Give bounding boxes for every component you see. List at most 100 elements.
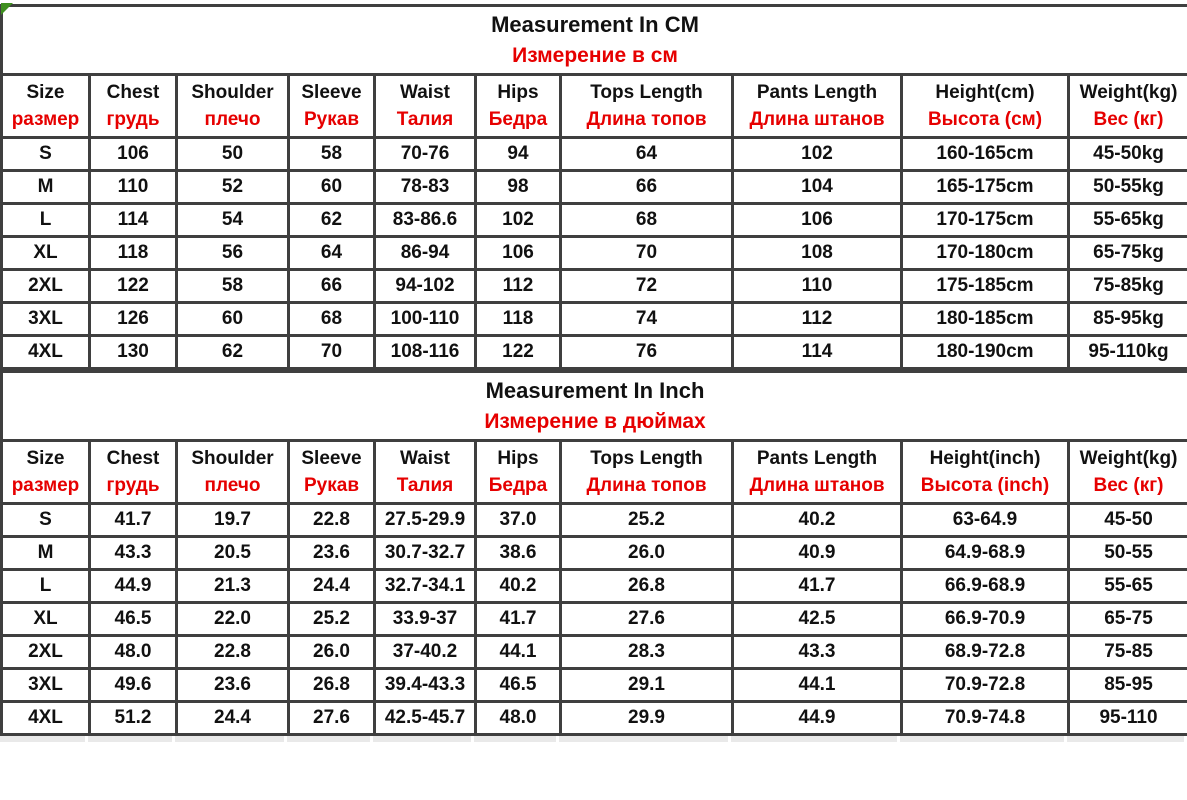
column-header-en: Shoulder (191, 448, 274, 469)
value-cell: 62 (175, 334, 290, 370)
size-cell: 3XL (0, 667, 91, 703)
size-cell: XL (0, 235, 91, 271)
value-cell: 26.8 (287, 667, 376, 703)
column-header-en: Tops Length (590, 82, 703, 103)
column-header: Chest грудь (88, 439, 178, 505)
value-cell: 106 (474, 235, 562, 271)
cutoff-row-strip (0, 736, 1187, 742)
measurement-cm-table: Measurement In CM Измерение в см Size раз… (0, 4, 1187, 370)
value-cell: 26.8 (559, 568, 734, 604)
value-cell: 56 (175, 235, 290, 271)
column-header-ru: Высота (см) (927, 109, 1043, 130)
value-cell: 24.4 (287, 568, 376, 604)
value-cell: 65-75 (1067, 601, 1187, 637)
table-row: M 110 52 60 78-83 98 66 104 165-175cm 50-55kg (0, 169, 1187, 205)
value-cell: 170-175cm (900, 202, 1070, 238)
column-header: Size размер (0, 73, 91, 139)
value-cell: 44.9 (88, 568, 178, 604)
value-cell: 27.5-29.9 (373, 502, 477, 538)
size-cell: M (0, 535, 91, 571)
table-row: XL 46.5 22.0 25.2 33.9-37 41.7 27.6 42.5 66.9-70… (0, 601, 1187, 637)
column-header-ru: Вес (кг) (1093, 475, 1164, 496)
value-cell: 100-110 (373, 301, 477, 337)
column-header-ru: грудь (106, 475, 160, 496)
value-cell: 19.7 (175, 502, 290, 538)
table-title-cell: Measurement In CM Измерение в см (0, 4, 1187, 76)
column-header-en: Weight(kg) (1079, 448, 1178, 469)
value-cell: 78-83 (373, 169, 477, 205)
value-cell: 44.1 (731, 667, 903, 703)
table-row: 2XL 122 58 66 94-102 112 72 110 175-185cm 75-85kg (0, 268, 1187, 304)
value-cell: 106 (731, 202, 903, 238)
value-cell: 48.0 (474, 700, 562, 736)
column-header-ru: Вес (кг) (1093, 109, 1164, 130)
column-header-en: Weight(kg) (1079, 82, 1178, 103)
table-row: 2XL 48.0 22.8 26.0 37-40.2 44.1 28.3 43.3 68.9-7… (0, 634, 1187, 670)
value-cell: 40.2 (731, 502, 903, 538)
column-header: Hips Бедра (474, 73, 562, 139)
table-title-en: Measurement In CM (491, 12, 699, 37)
value-cell: 50-55kg (1066, 169, 1187, 205)
value-cell: 98 (474, 169, 562, 205)
value-cell: 23.6 (287, 535, 376, 571)
value-cell: 60 (287, 169, 376, 205)
value-cell: 20.5 (175, 535, 290, 571)
column-header-ru: Талия (396, 109, 454, 130)
size-cell: 2XL (0, 634, 91, 670)
column-header-en: Size (26, 82, 65, 103)
measurement-inch-table: Measurement In Inch Измерение в дюймах S… (0, 370, 1187, 736)
table-title-cell: Measurement In Inch Измерение в дюймах (0, 370, 1187, 442)
column-header-ru: Длина штанов (749, 109, 885, 130)
value-cell: 112 (731, 301, 903, 337)
value-cell: 26.0 (559, 535, 734, 571)
value-cell: 32.7-34.1 (373, 568, 477, 604)
value-cell: 68 (287, 301, 376, 337)
column-header-en: Pants Length (756, 448, 878, 469)
column-header-en: Size (26, 448, 65, 469)
column-header-en: Sleeve (301, 448, 362, 469)
column-header-en: Shoulder (191, 82, 274, 103)
size-cell: 2XL (0, 268, 91, 304)
value-cell: 75-85 (1067, 634, 1187, 670)
value-cell: 22.0 (175, 601, 290, 637)
size-cell: 4XL (0, 700, 91, 736)
table-title-ru: Измерение в см (512, 44, 678, 67)
value-cell: 39.4-43.3 (373, 667, 477, 703)
value-cell: 70 (287, 334, 376, 370)
value-cell: 86-94 (373, 235, 477, 271)
value-cell: 64 (559, 136, 734, 172)
value-cell: 51.2 (88, 700, 178, 736)
table-row: 4XL 51.2 24.4 27.6 42.5-45.7 48.0 29.9 44.9 70.9… (0, 700, 1187, 736)
value-cell: 114 (88, 202, 178, 238)
value-cell: 30.7-32.7 (373, 535, 477, 571)
table-row: 3XL 126 60 68 100-110 118 74 112 180-185cm 85-95k… (0, 301, 1187, 337)
table-title-row: Measurement In Inch Измерение в дюймах (0, 370, 1187, 442)
table-title-row: Measurement In CM Измерение в см (0, 4, 1187, 76)
column-header-ru: Бедра (488, 109, 548, 130)
column-header: Waist Талия (373, 439, 477, 505)
value-cell: 180-185cm (900, 301, 1070, 337)
value-cell: 65-75kg (1066, 235, 1187, 271)
value-cell: 118 (88, 235, 178, 271)
value-cell: 68 (559, 202, 734, 238)
value-cell: 60 (175, 301, 290, 337)
value-cell: 95-110 (1067, 700, 1187, 736)
value-cell: 40.2 (474, 568, 562, 604)
value-cell: 25.2 (559, 502, 734, 538)
value-cell: 41.7 (731, 568, 903, 604)
column-header: Weight(kg) Вес (кг) (1066, 73, 1187, 139)
size-chart-sheet: Measurement In CM Измерение в см Size раз… (0, 3, 1187, 742)
value-cell: 40.9 (731, 535, 903, 571)
value-cell: 27.6 (559, 601, 734, 637)
value-cell: 104 (731, 169, 903, 205)
value-cell: 44.9 (731, 700, 903, 736)
value-cell: 94-102 (373, 268, 477, 304)
column-header-ru: Длина штанов (749, 475, 885, 496)
column-header: Weight(kg) Вес (кг) (1067, 439, 1187, 505)
value-cell: 22.8 (287, 502, 376, 538)
value-cell: 66.9-70.9 (900, 601, 1070, 637)
column-header-ru: Длина топов (586, 475, 707, 496)
column-header-en: Waist (400, 82, 450, 103)
column-header: Height(cm) Высота (см) (900, 73, 1070, 139)
value-cell: 55-65 (1067, 568, 1187, 604)
